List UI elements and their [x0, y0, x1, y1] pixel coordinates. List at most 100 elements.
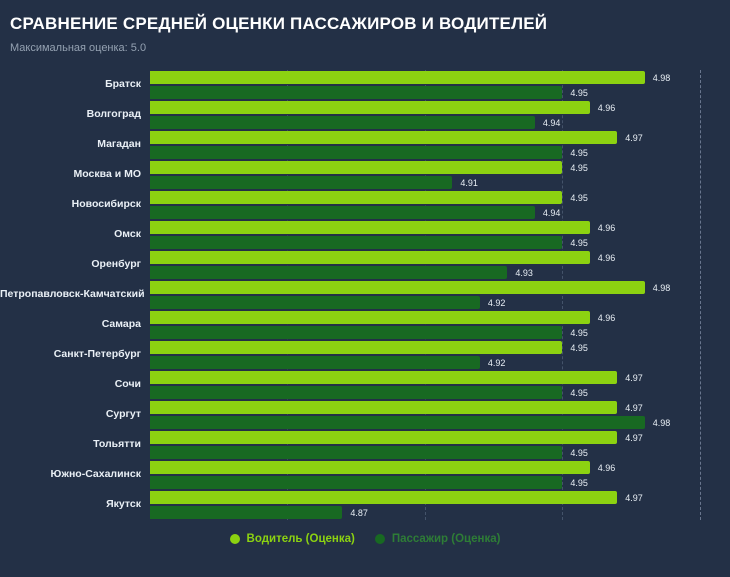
driver-bar[interactable] [150, 311, 590, 325]
driver-bar-line: 4.97 [150, 370, 730, 385]
driver-value-label: 4.96 [597, 462, 616, 473]
driver-bar[interactable] [150, 341, 563, 355]
driver-value-label: 4.97 [625, 132, 643, 143]
passenger-value-label: 4.98 [652, 417, 671, 428]
driver-bar-line: 4.95 [150, 340, 730, 355]
category-group: Москва и МО 4.95 4.91 [0, 160, 730, 190]
passenger-bar[interactable] [150, 446, 563, 460]
passenger-bar[interactable] [150, 296, 480, 310]
bar-pair: 4.96 4.94 [150, 100, 730, 130]
bar-pair: 4.95 4.94 [150, 190, 730, 220]
driver-bar[interactable] [150, 491, 618, 505]
category-group: Новосибирск 4.95 4.94 [0, 190, 730, 220]
category-label: Москва и МО [73, 168, 141, 181]
passenger-bar[interactable] [150, 266, 508, 280]
driver-value-label: 4.98 [652, 282, 671, 293]
passenger-value-label: 4.95 [570, 387, 588, 398]
passenger-bar[interactable] [150, 386, 563, 400]
category-label: Сочи [114, 378, 141, 391]
driver-bar-line: 4.97 [150, 430, 730, 445]
category-label: Самара [101, 318, 141, 331]
driver-bar-line: 4.96 [150, 250, 730, 265]
driver-value-label: 4.95 [570, 162, 588, 173]
category-label: Якутск [106, 498, 141, 511]
passenger-bar[interactable] [150, 416, 645, 430]
driver-bar-line: 4.96 [150, 220, 730, 235]
category-label: Братск [105, 78, 141, 91]
passenger-bar[interactable] [150, 206, 535, 220]
category-group: Санкт-Петербург 4.95 4.92 [0, 340, 730, 370]
driver-bar[interactable] [150, 461, 590, 475]
driver-bar-line: 4.96 [150, 310, 730, 325]
passenger-value-label: 4.92 [487, 297, 506, 308]
category-group: Петропавловск-Камчатский 4.98 4.92 [0, 280, 730, 310]
driver-value-label: 4.97 [625, 402, 643, 413]
gridline [562, 70, 564, 521]
bar-pair: 4.98 4.95 [150, 70, 730, 100]
driver-bar[interactable] [150, 251, 590, 265]
driver-bar[interactable] [150, 191, 563, 205]
passenger-bar-line: 4.94 [150, 115, 730, 130]
bar-pair: 4.95 4.92 [150, 340, 730, 370]
driver-bar[interactable] [150, 371, 618, 385]
driver-bar[interactable] [150, 221, 590, 235]
category-group: Оренбург 4.96 4.93 [0, 250, 730, 280]
passenger-bar[interactable] [150, 86, 563, 100]
driver-bar[interactable] [150, 401, 618, 415]
passenger-bar[interactable] [150, 356, 480, 370]
driver-value-label: 4.97 [625, 432, 643, 443]
driver-value-label: 4.96 [597, 312, 616, 323]
bar-pair: 4.96 4.95 [150, 460, 730, 490]
passenger-value-label: 4.95 [570, 147, 588, 158]
category-group: Сургут 4.97 4.98 [0, 400, 730, 430]
passenger-bar-line: 4.92 [150, 295, 730, 310]
passenger-bar[interactable] [150, 506, 343, 520]
passenger-bar[interactable] [150, 326, 563, 340]
bar-pair: 4.96 4.93 [150, 250, 730, 280]
passenger-bar[interactable] [150, 116, 535, 130]
bar-pair: 4.96 4.95 [150, 310, 730, 340]
driver-bar[interactable] [150, 131, 618, 145]
driver-bar-line: 4.95 [150, 160, 730, 175]
category-label: Петропавловск-Камчатский [0, 288, 145, 301]
driver-value-label: 4.96 [597, 102, 616, 113]
passenger-bar-line: 4.95 [150, 235, 730, 250]
passenger-bar-line: 4.94 [150, 205, 730, 220]
legend-label-driver: Водитель (Оценка) [246, 533, 355, 546]
driver-bar[interactable] [150, 281, 645, 295]
driver-bar-line: 4.97 [150, 130, 730, 145]
driver-bar[interactable] [150, 161, 563, 175]
passenger-bar[interactable] [150, 146, 563, 160]
legend-item-driver[interactable]: Водитель (Оценка) [229, 533, 355, 546]
category-label: Санкт-Петербург [53, 348, 141, 361]
driver-value-label: 4.96 [597, 252, 616, 263]
driver-bar[interactable] [150, 71, 645, 85]
driver-value-label: 4.98 [652, 72, 671, 83]
driver-bar-line: 4.98 [150, 70, 730, 85]
passenger-bar[interactable] [150, 476, 563, 490]
bar-pair: 4.97 4.95 [150, 130, 730, 160]
bar-pair: 4.95 4.91 [150, 160, 730, 190]
category-label: Омск [114, 228, 141, 241]
driver-bar-line: 4.97 [150, 490, 730, 505]
bar-pair: 4.96 4.95 [150, 220, 730, 250]
passenger-value-label: 4.95 [570, 327, 588, 338]
passenger-bar-line: 4.95 [150, 85, 730, 100]
legend-label-passenger: Пассажир (Оценка) [391, 533, 501, 546]
bar-pair: 4.97 4.98 [150, 400, 730, 430]
bar-pair: 4.98 4.92 [150, 280, 730, 310]
passenger-value-label: 4.93 [515, 267, 533, 278]
legend-swatch-driver-icon [229, 534, 240, 545]
passenger-bar[interactable] [150, 236, 563, 250]
category-group: Сочи 4.97 4.95 [0, 370, 730, 400]
driver-bar[interactable] [150, 101, 590, 115]
passenger-bar-line: 4.95 [150, 475, 730, 490]
passenger-bar[interactable] [150, 176, 453, 190]
passenger-bar-line: 4.95 [150, 445, 730, 460]
passenger-value-label: 4.95 [570, 87, 588, 98]
driver-bar[interactable] [150, 431, 618, 445]
driver-bar-line: 4.98 [150, 280, 730, 295]
max-rating-gridline [699, 70, 701, 521]
legend-item-passenger[interactable]: Пассажир (Оценка) [374, 533, 501, 546]
